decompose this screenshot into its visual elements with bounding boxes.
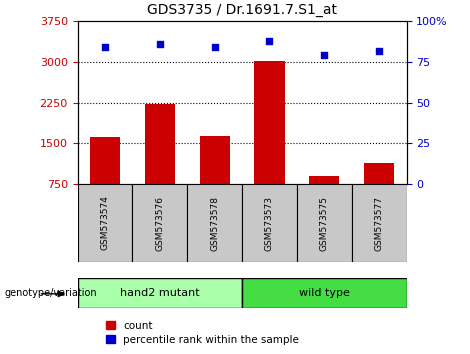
Point [266, 38, 273, 44]
Bar [78, 184, 133, 262]
Text: GSM573577: GSM573577 [375, 195, 384, 251]
Text: GSM573573: GSM573573 [265, 195, 274, 251]
Legend: count, percentile rank within the sample: count, percentile rank within the sample [106, 321, 299, 345]
Bar [297, 184, 352, 262]
Bar [133, 184, 187, 262]
Bar [200, 136, 230, 184]
Text: GSM573578: GSM573578 [210, 195, 219, 251]
Point [211, 45, 219, 50]
Bar [242, 278, 407, 308]
Bar [187, 184, 242, 262]
Text: GSM573574: GSM573574 [101, 195, 110, 251]
Bar [242, 184, 297, 262]
Bar [309, 177, 339, 184]
Text: wild type: wild type [299, 288, 350, 298]
Bar [364, 164, 394, 184]
Point [156, 41, 164, 47]
Text: genotype/variation: genotype/variation [5, 288, 97, 298]
Point [321, 53, 328, 58]
Text: hand2 mutant: hand2 mutant [120, 288, 200, 298]
Text: GSM573576: GSM573576 [155, 195, 164, 251]
Bar [352, 184, 407, 262]
Bar [254, 61, 284, 184]
Point [376, 48, 383, 53]
Text: GSM573575: GSM573575 [320, 195, 329, 251]
Bar [78, 278, 242, 308]
Point [101, 45, 109, 50]
Bar [90, 137, 120, 184]
Title: GDS3735 / Dr.1691.7.S1_at: GDS3735 / Dr.1691.7.S1_at [147, 4, 337, 17]
Bar [145, 104, 175, 184]
